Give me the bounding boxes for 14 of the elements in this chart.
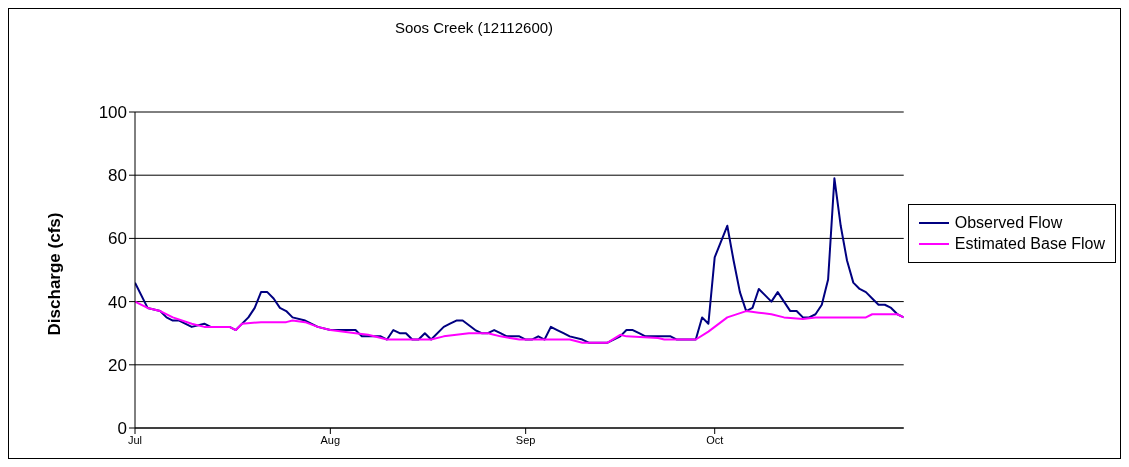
legend-label: Estimated Base Flow <box>954 235 1105 253</box>
legend-label: Observed Flow <box>954 214 1063 232</box>
x-tick-label: Jul <box>127 433 143 446</box>
y-tick-label: 60 <box>108 229 127 249</box>
y-tick-label: 0 <box>117 419 127 439</box>
y-tick-label: 20 <box>108 355 127 375</box>
y-tick-label: 80 <box>108 166 127 186</box>
x-tick-label: Sep <box>515 433 536 446</box>
y-tick-label: 40 <box>108 292 127 312</box>
x-tick-label: Oct <box>706 433 724 446</box>
y-axis-title: Discharge (cfs) <box>45 212 65 336</box>
y-tick-label: 100 <box>98 103 127 123</box>
chart-title: Soos Creek (12112600) <box>393 19 555 36</box>
x-tick-label: Aug <box>320 433 341 446</box>
